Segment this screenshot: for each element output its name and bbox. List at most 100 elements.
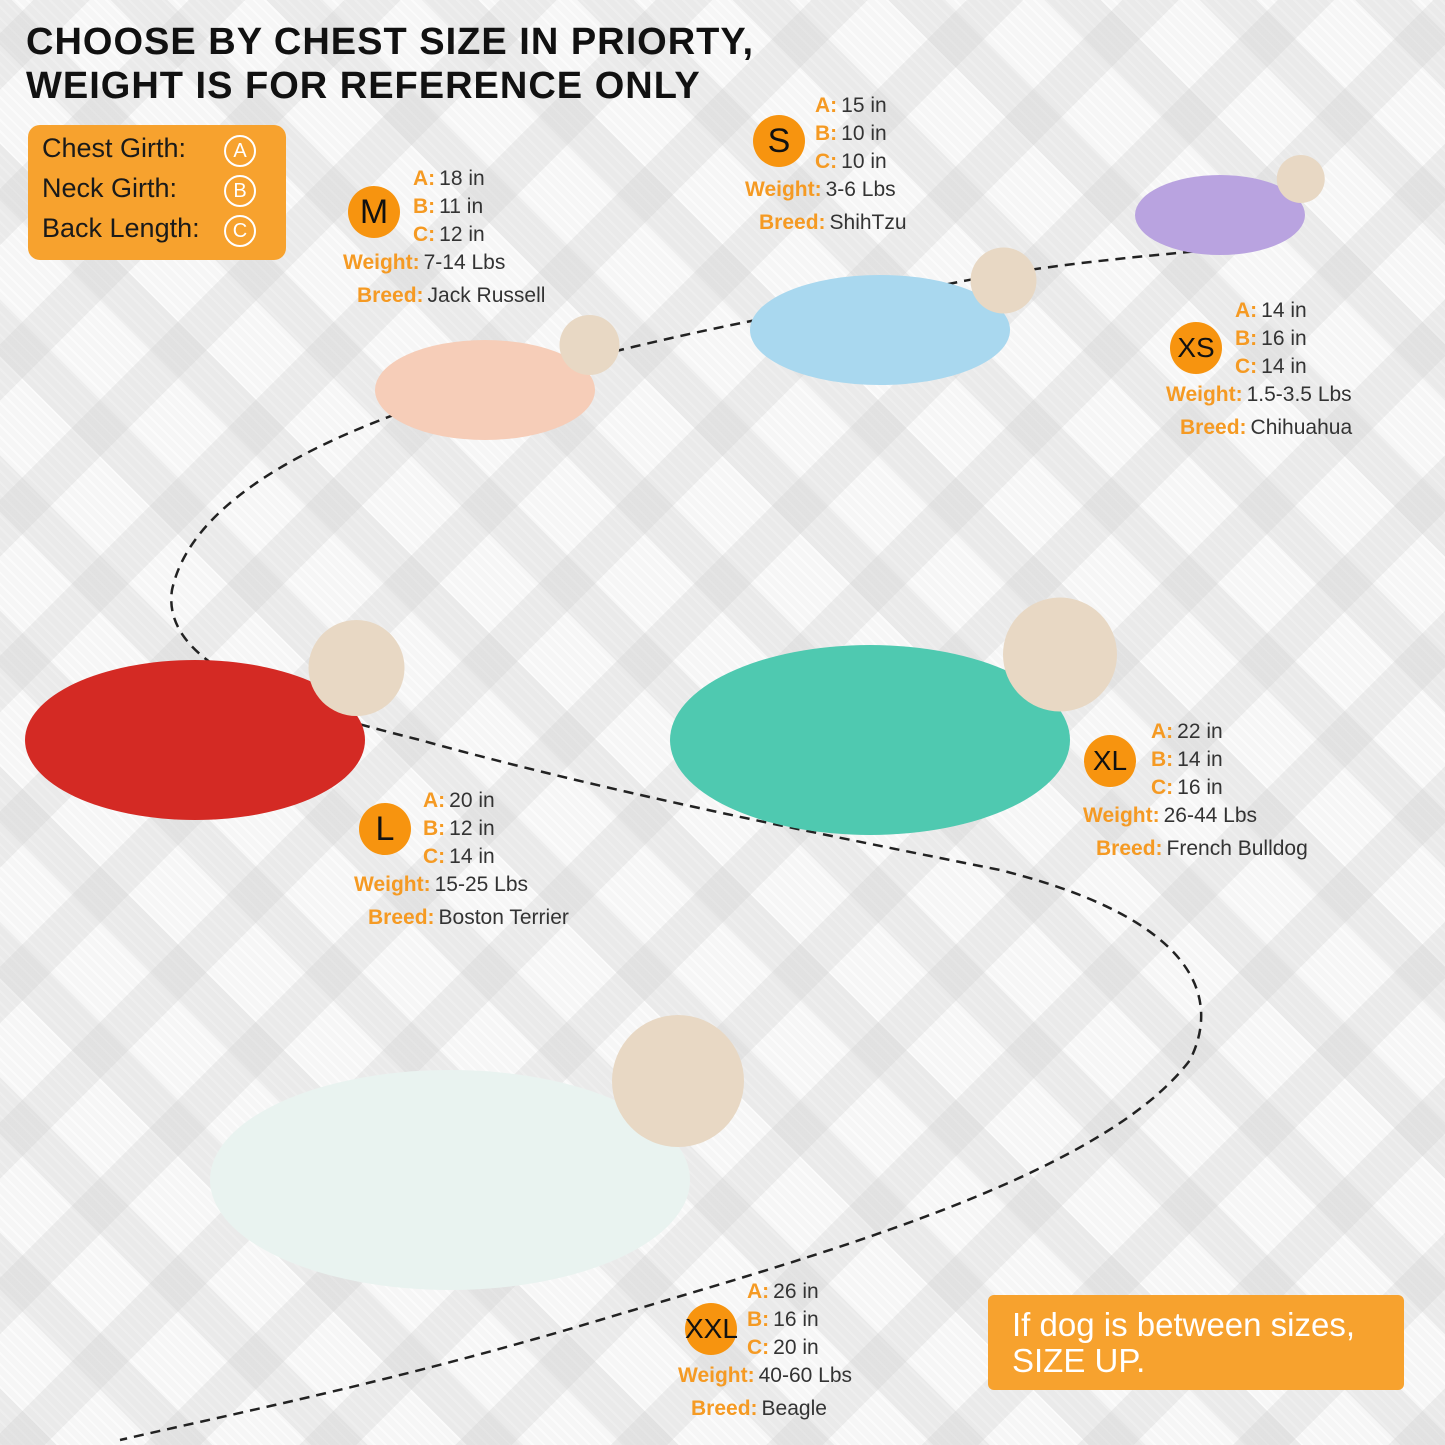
- key-label: Weight:: [1083, 804, 1160, 827]
- value: 16 in: [1261, 327, 1307, 350]
- size-xs-a: A: 14 in: [1235, 299, 1307, 323]
- size-xxl-b: B: 16 in: [747, 1308, 819, 1332]
- value: 14 in: [1261, 299, 1307, 322]
- key-label: A:: [815, 94, 838, 117]
- size-l-a: A: 20 in: [423, 789, 495, 813]
- legend-neck: Neck Girth:: [42, 173, 178, 203]
- key-label: Breed:: [759, 211, 826, 234]
- key-label: Weight:: [354, 873, 431, 896]
- legend-back: Back Length:: [42, 213, 200, 243]
- value: 15 in: [841, 94, 887, 117]
- size-l-c: C: 14 in: [423, 845, 495, 869]
- size-xl-c: C: 16 in: [1151, 776, 1223, 800]
- key-label: A:: [747, 1280, 770, 1303]
- key-label: A:: [413, 167, 436, 190]
- size-s-b: B: 10 in: [815, 122, 887, 146]
- value: 12 in: [439, 223, 485, 246]
- value: 11 in: [439, 195, 484, 218]
- key-label: Breed:: [1180, 416, 1247, 439]
- size-xs-badge: XS: [1170, 322, 1222, 374]
- size-s-c: C: 10 in: [815, 150, 887, 174]
- size-l-weight: Weight: 15-25 Lbs: [354, 873, 528, 897]
- key-label: Breed:: [357, 284, 424, 307]
- key-label: C:: [815, 150, 838, 173]
- key-label: A:: [1235, 299, 1258, 322]
- value: 3-6 Lbs: [825, 178, 896, 201]
- size-s-dog-head: [970, 247, 1037, 314]
- size-xxl-breed: Breed: Beagle: [691, 1397, 827, 1421]
- size-xs-c: C: 14 in: [1235, 355, 1307, 379]
- key-label: C:: [423, 845, 446, 868]
- size-s-breed: Breed: ShihTzu: [759, 211, 907, 235]
- circle-c-icon: C: [224, 215, 256, 247]
- key-label: Breed:: [691, 1397, 758, 1420]
- key-label: Breed:: [368, 906, 435, 929]
- size-up-note: If dog is between sizes, SIZE UP.: [988, 1295, 1404, 1390]
- key-label: C:: [1151, 776, 1174, 799]
- size-m-b: B: 11 in: [413, 195, 483, 219]
- note-line-1: If dog is between sizes,: [1012, 1306, 1356, 1343]
- size-m-weight: Weight: 7-14 Lbs: [343, 251, 505, 275]
- size-xl-b: B: 14 in: [1151, 748, 1223, 772]
- size-s-weight: Weight: 3-6 Lbs: [745, 178, 896, 202]
- size-m-a: A: 18 in: [413, 167, 485, 191]
- size-m-badge: M: [348, 186, 400, 238]
- size-xxl-badge: XXL: [685, 1303, 738, 1355]
- size-xs-breed: Breed: Chihuahua: [1180, 416, 1352, 440]
- size-l-breed: Breed: Boston Terrier: [368, 906, 569, 930]
- size-xxl-dog-image: [210, 1070, 690, 1290]
- value: 26-44 Lbs: [1163, 804, 1258, 827]
- value: 16 in: [773, 1308, 819, 1331]
- value: 1.5-3.5 Lbs: [1246, 383, 1352, 406]
- key-label: Weight:: [678, 1364, 755, 1387]
- key-label: B:: [747, 1308, 770, 1331]
- size-xl-breed: Breed: French Bulldog: [1096, 837, 1308, 861]
- key-label: B:: [1151, 748, 1174, 771]
- size-xxl-c: C: 20 in: [747, 1336, 819, 1360]
- measurement-legend: Chest Girth: A Neck Girth: B Back Length…: [28, 125, 286, 260]
- key-label: B:: [413, 195, 436, 218]
- circle-a-icon: A: [224, 135, 256, 167]
- key-label: C:: [413, 223, 436, 246]
- size-xl-badge: XL: [1084, 735, 1136, 787]
- key-label: A:: [1151, 720, 1174, 743]
- title-line-2: WEIGHT IS FOR REFERENCE ONLY: [26, 65, 701, 107]
- size-l-dog-head: [308, 620, 405, 716]
- value: 10 in: [841, 122, 887, 145]
- value: 20 in: [773, 1336, 819, 1359]
- note-line-2: SIZE UP.: [1012, 1342, 1146, 1379]
- legend-chest: Chest Girth:: [42, 133, 187, 163]
- size-xl-dog-image: [670, 645, 1070, 835]
- value: 18 in: [439, 167, 485, 190]
- key-label: Breed:: [1096, 837, 1163, 860]
- key-label: Weight:: [343, 251, 420, 274]
- size-xs-b: B: 16 in: [1235, 327, 1307, 351]
- value: Boston Terrier: [438, 906, 569, 929]
- size-l-b: B: 12 in: [423, 817, 495, 841]
- size-xl-weight: Weight: 26-44 Lbs: [1083, 804, 1257, 828]
- page-title: CHOOSE BY CHEST SIZE IN PRIORTY, WEIGHT …: [26, 20, 754, 108]
- size-m-c: C: 12 in: [413, 223, 485, 247]
- value: 15-25 Lbs: [434, 873, 529, 896]
- value: ShihTzu: [829, 211, 907, 234]
- size-m-dog-image: [375, 340, 595, 440]
- value: 16 in: [1177, 776, 1223, 799]
- value: 14 in: [1261, 355, 1307, 378]
- size-s-a: A: 15 in: [815, 94, 887, 118]
- key-label: Weight:: [1166, 383, 1243, 406]
- value: 12 in: [449, 817, 495, 840]
- key-label: C:: [1235, 355, 1258, 378]
- key-label: Weight:: [745, 178, 822, 201]
- value: 10 in: [841, 150, 887, 173]
- size-l-dog-image: [25, 660, 365, 820]
- key-label: C:: [747, 1336, 770, 1359]
- size-xs-dog-image: [1135, 175, 1305, 255]
- title-line-1: CHOOSE BY CHEST SIZE IN PRIORTY,: [26, 21, 755, 63]
- value: 20 in: [449, 789, 495, 812]
- value: French Bulldog: [1166, 837, 1308, 860]
- size-s-dog-image: [750, 275, 1010, 385]
- key-label: B:: [1235, 327, 1258, 350]
- value: 14 in: [1177, 748, 1223, 771]
- size-m-dog-head: [559, 315, 620, 375]
